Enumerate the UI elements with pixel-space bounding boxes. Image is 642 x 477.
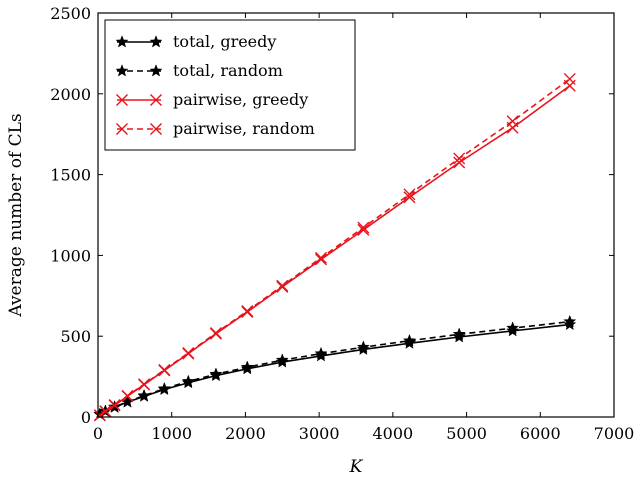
series-line xyxy=(99,320,570,416)
x-axis-label: K xyxy=(349,457,364,477)
y-tick-label: 1500 xyxy=(50,166,91,185)
data-point xyxy=(563,72,576,85)
data-point xyxy=(93,409,106,422)
data-point xyxy=(137,388,151,402)
data-point xyxy=(357,221,370,234)
series-pairwise-random xyxy=(93,72,576,422)
data-point xyxy=(149,64,163,77)
data-point xyxy=(402,333,417,347)
data-point xyxy=(403,188,416,201)
legend-item: total, greedy xyxy=(115,32,276,51)
legend-label: pairwise, greedy xyxy=(173,90,308,109)
data-point xyxy=(138,378,151,391)
data-point xyxy=(452,327,466,340)
data-point xyxy=(240,360,254,373)
data-point xyxy=(453,152,466,165)
legend-item: pairwise, random xyxy=(116,119,315,138)
series-layer xyxy=(93,72,577,422)
data-point xyxy=(276,279,289,292)
data-point xyxy=(356,340,370,353)
x-tick-label: 4000 xyxy=(372,424,413,443)
data-point xyxy=(506,321,520,334)
data-point xyxy=(157,381,171,395)
legend-label: total, random xyxy=(173,61,283,80)
data-point xyxy=(563,314,577,328)
data-point xyxy=(182,347,195,360)
x-tick-label: 0 xyxy=(93,424,103,443)
data-point xyxy=(108,400,122,413)
data-point xyxy=(116,123,128,135)
data-point xyxy=(99,405,112,418)
data-point xyxy=(115,64,129,77)
data-point xyxy=(121,389,134,402)
series-line xyxy=(99,78,571,416)
x-tick-label: 7000 xyxy=(594,424,635,443)
y-tick-label: 500 xyxy=(60,327,91,346)
data-point xyxy=(150,123,162,135)
y-tick-label: 0 xyxy=(81,408,91,427)
x-tick-label: 6000 xyxy=(520,424,561,443)
legend-label: total, greedy xyxy=(173,32,276,51)
y-axis-label: Average number of CLs xyxy=(6,113,26,317)
data-point xyxy=(181,374,195,388)
series-line xyxy=(99,323,570,416)
data-point xyxy=(276,280,289,293)
y-tick-label: 1000 xyxy=(50,246,91,265)
data-point xyxy=(150,94,162,106)
data-point xyxy=(314,346,328,360)
x-tick-label: 2000 xyxy=(225,424,266,443)
legend-item: total, random xyxy=(115,61,283,80)
legend-label: pairwise, random xyxy=(173,119,315,138)
x-tick-label: 5000 xyxy=(446,424,487,443)
data-point xyxy=(209,326,222,339)
data-point xyxy=(115,35,129,48)
data-point xyxy=(241,304,254,317)
data-point xyxy=(116,94,128,106)
data-point xyxy=(149,35,163,48)
legend: total, greedy total, random pairwise, gree… xyxy=(104,19,356,151)
y-tick-label: 2000 xyxy=(50,85,91,104)
data-point xyxy=(314,251,327,264)
plot-area-frame xyxy=(97,12,615,418)
legend-item: pairwise, greedy xyxy=(116,90,308,109)
data-point xyxy=(453,156,466,169)
axis-ticks: 0 1000 2000 3000 4000 5000 6000 7000 0 500 1000 150… xyxy=(50,4,634,443)
data-point xyxy=(506,115,519,128)
data-point xyxy=(403,191,416,204)
data-point xyxy=(275,353,289,366)
x-tick-label: 1000 xyxy=(151,424,192,443)
y-tick-label: 2500 xyxy=(50,4,91,23)
data-point xyxy=(209,367,223,380)
x-tick-label: 3000 xyxy=(299,424,340,443)
data-point xyxy=(158,363,171,376)
data-point xyxy=(108,399,121,412)
data-point xyxy=(357,223,370,236)
